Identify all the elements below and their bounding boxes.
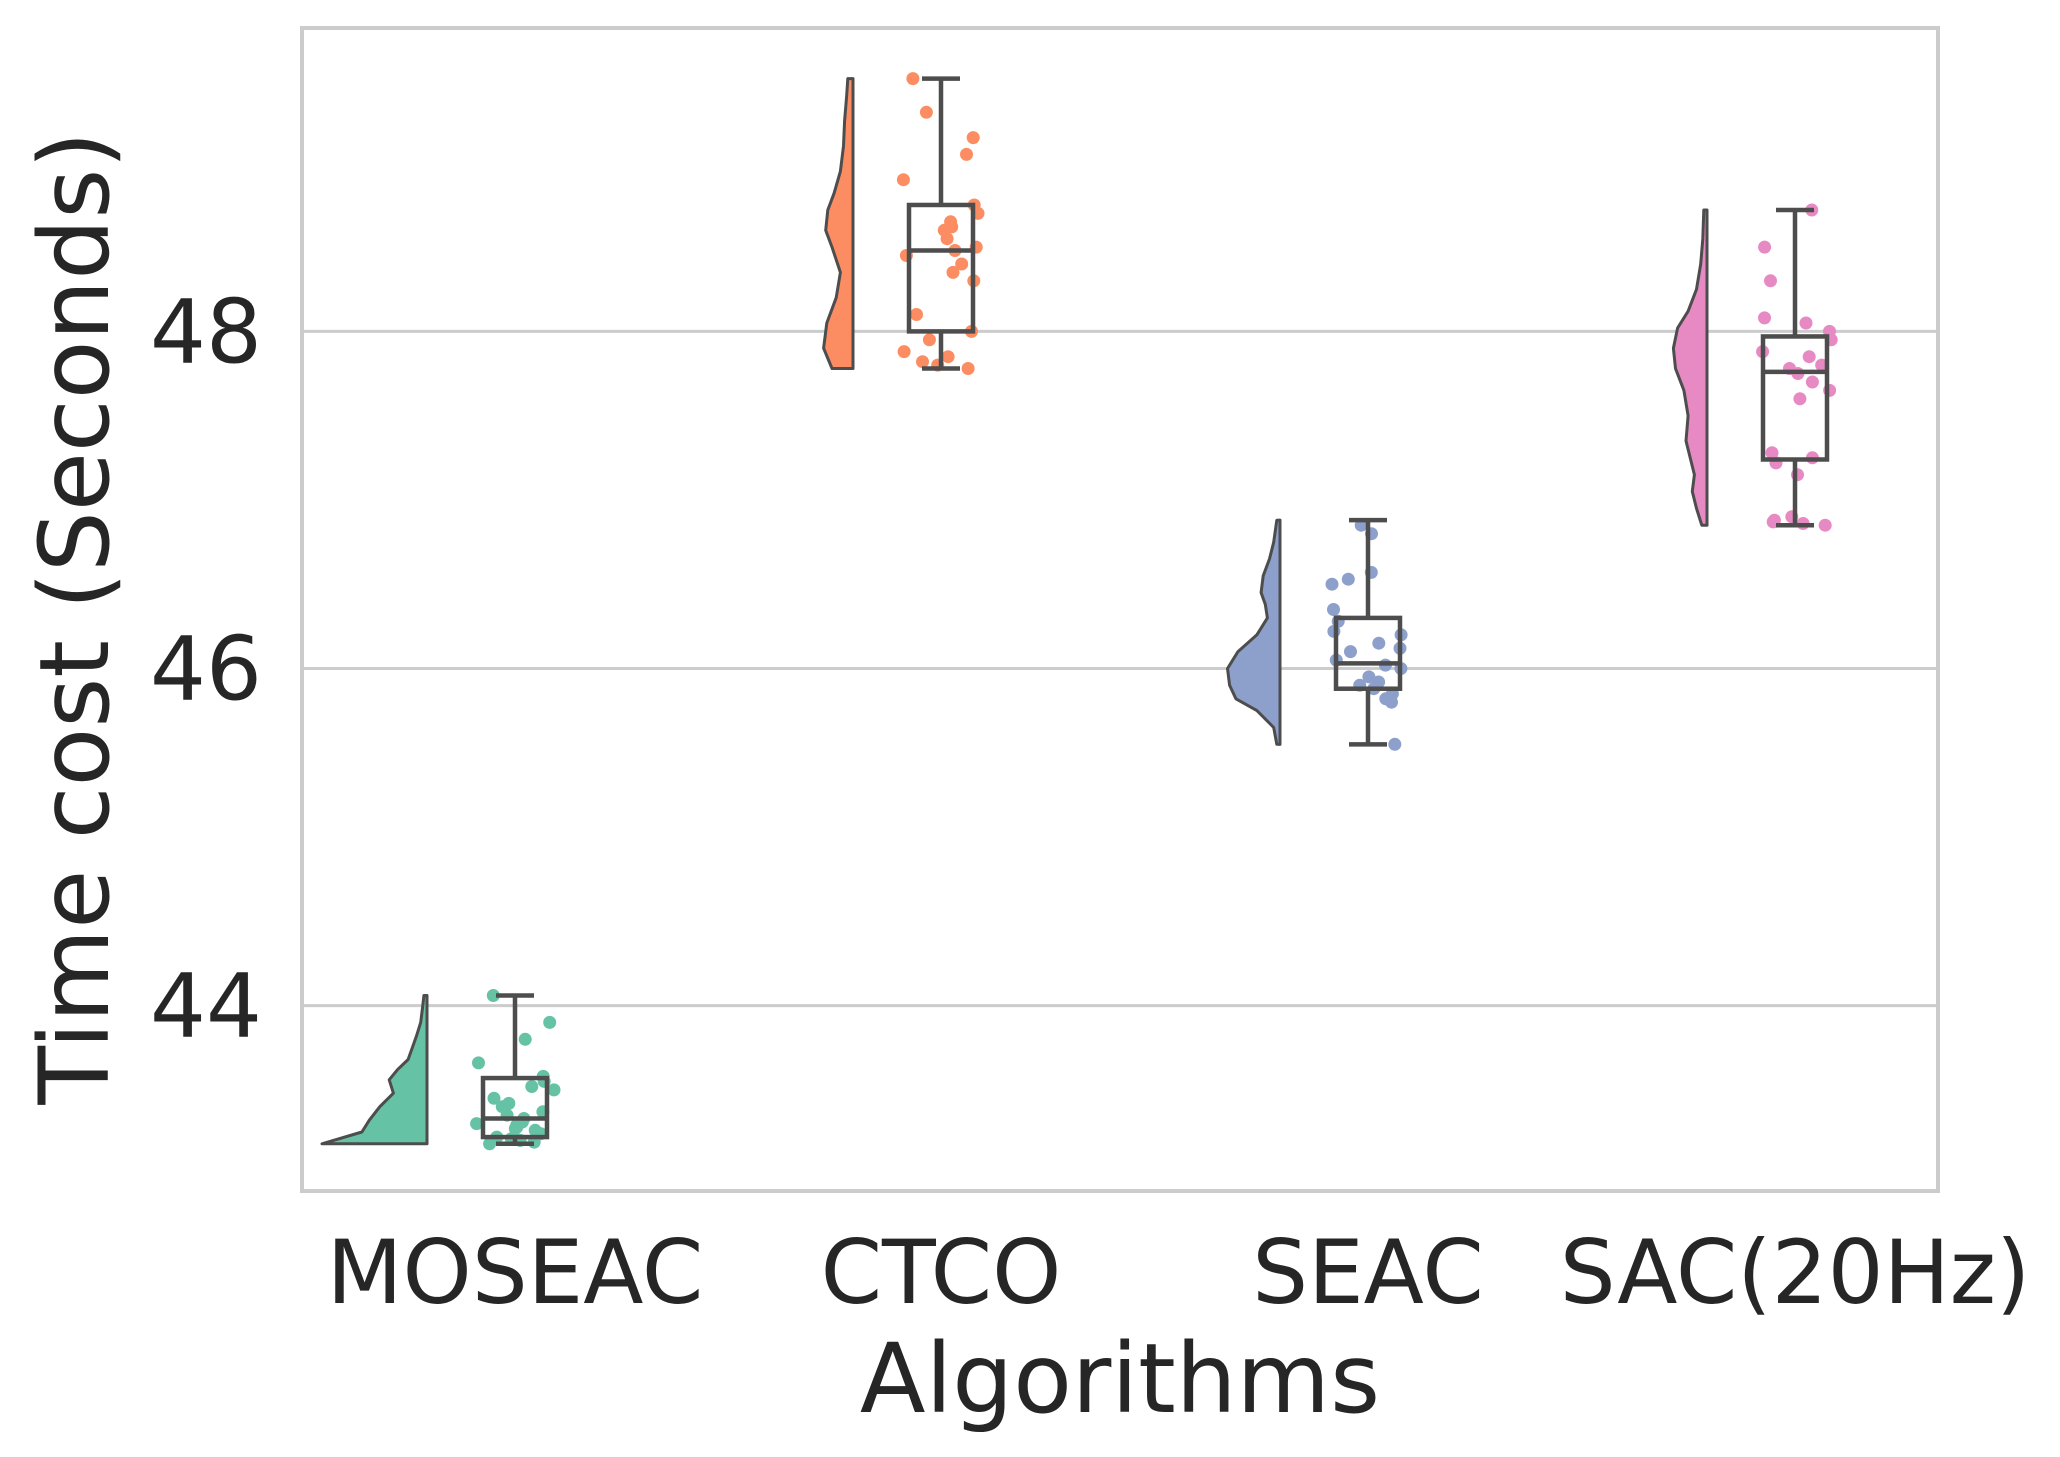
point-ctco-23: [919, 105, 933, 119]
density-cloud-ctco: [822, 77, 855, 370]
x-tick-label-1: CTCO: [821, 1221, 1062, 1324]
point-seac-11: [1344, 645, 1357, 659]
box-sac-20hz: [1760, 334, 1830, 462]
density-cloud-seac: [1226, 518, 1282, 746]
point-sac-20hz-8: [1765, 446, 1779, 460]
point-ctco-3: [941, 350, 955, 364]
point-moseac-24: [543, 1015, 557, 1029]
plot-area: [302, 28, 1938, 1191]
point-ctco-24: [906, 72, 920, 86]
point-seac-0: [1388, 737, 1402, 751]
point-seac-7: [1362, 670, 1376, 684]
box-plots: [480, 76, 1830, 1147]
point-moseac-23: [518, 1032, 532, 1046]
point-ctco-9: [946, 265, 960, 279]
point-seac-13: [1372, 636, 1386, 650]
point-ctco-5: [922, 333, 936, 347]
point-ctco-20: [896, 173, 910, 187]
point-seac-19: [1341, 572, 1355, 586]
point-ctco-2: [916, 355, 929, 369]
box-moseac: [480, 1075, 550, 1140]
box-ctco: [906, 202, 976, 334]
point-ctco-0: [961, 362, 975, 375]
point-seac-17: [1327, 603, 1340, 616]
y-axis-label: Time cost (Seconds): [19, 131, 131, 1105]
y-tick-label-2: 48: [150, 280, 262, 383]
point-moseac-18: [547, 1083, 561, 1097]
point-ctco-22: [966, 131, 980, 145]
point-moseac-16: [502, 1096, 516, 1110]
point-ctco-4: [897, 345, 911, 359]
x-tick-label-3: SAC(20Hz): [1560, 1221, 2031, 1324]
y-tick-label-0: 44: [150, 955, 262, 1058]
density-cloud-sac-20hz: [1671, 208, 1709, 527]
x-tick-label-0: MOSEAC: [327, 1221, 704, 1324]
point-moseac-19: [525, 1080, 539, 1093]
x-tick-labels: MOSEAC CTCO SEAC SAC(20Hz): [327, 1221, 2031, 1324]
density-clouds: [320, 77, 1709, 1146]
point-ctco-10: [955, 257, 969, 271]
x-tick-label-2: SEAC: [1252, 1221, 1484, 1324]
point-sac-20hz-22: [1758, 240, 1772, 254]
y-tick-label-1: 46: [150, 617, 262, 720]
point-seac-6: [1372, 675, 1386, 689]
point-sac-20hz-11: [1805, 375, 1819, 389]
point-sac-20hz-21: [1764, 274, 1777, 288]
point-moseac-6: [528, 1123, 542, 1137]
density-cloud-moseac: [320, 993, 429, 1146]
grid-lines: [302, 329, 1938, 1008]
point-ctco-7: [910, 308, 923, 321]
point-sac-20hz-20: [1758, 311, 1771, 325]
plot-frame: [300, 26, 1940, 1193]
point-moseac-10: [470, 1117, 484, 1131]
point-ctco-21: [960, 147, 973, 161]
point-moseac-17: [487, 1091, 501, 1105]
x-axis-label: Algorithms: [860, 1323, 1380, 1435]
point-moseac-22: [472, 1056, 485, 1070]
box-seac: [1333, 615, 1403, 691]
point-ctco-17: [944, 215, 958, 229]
point-sac-20hz-19: [1799, 316, 1813, 330]
point-sac-20hz-15: [1802, 350, 1816, 364]
y-tick-labels: 44 46 48: [150, 280, 262, 1057]
point-sac-20hz-9: [1793, 392, 1807, 406]
point-sac-20hz-0: [1818, 518, 1832, 532]
point-moseac-25: [486, 989, 500, 1002]
point-seac-18: [1325, 577, 1339, 591]
